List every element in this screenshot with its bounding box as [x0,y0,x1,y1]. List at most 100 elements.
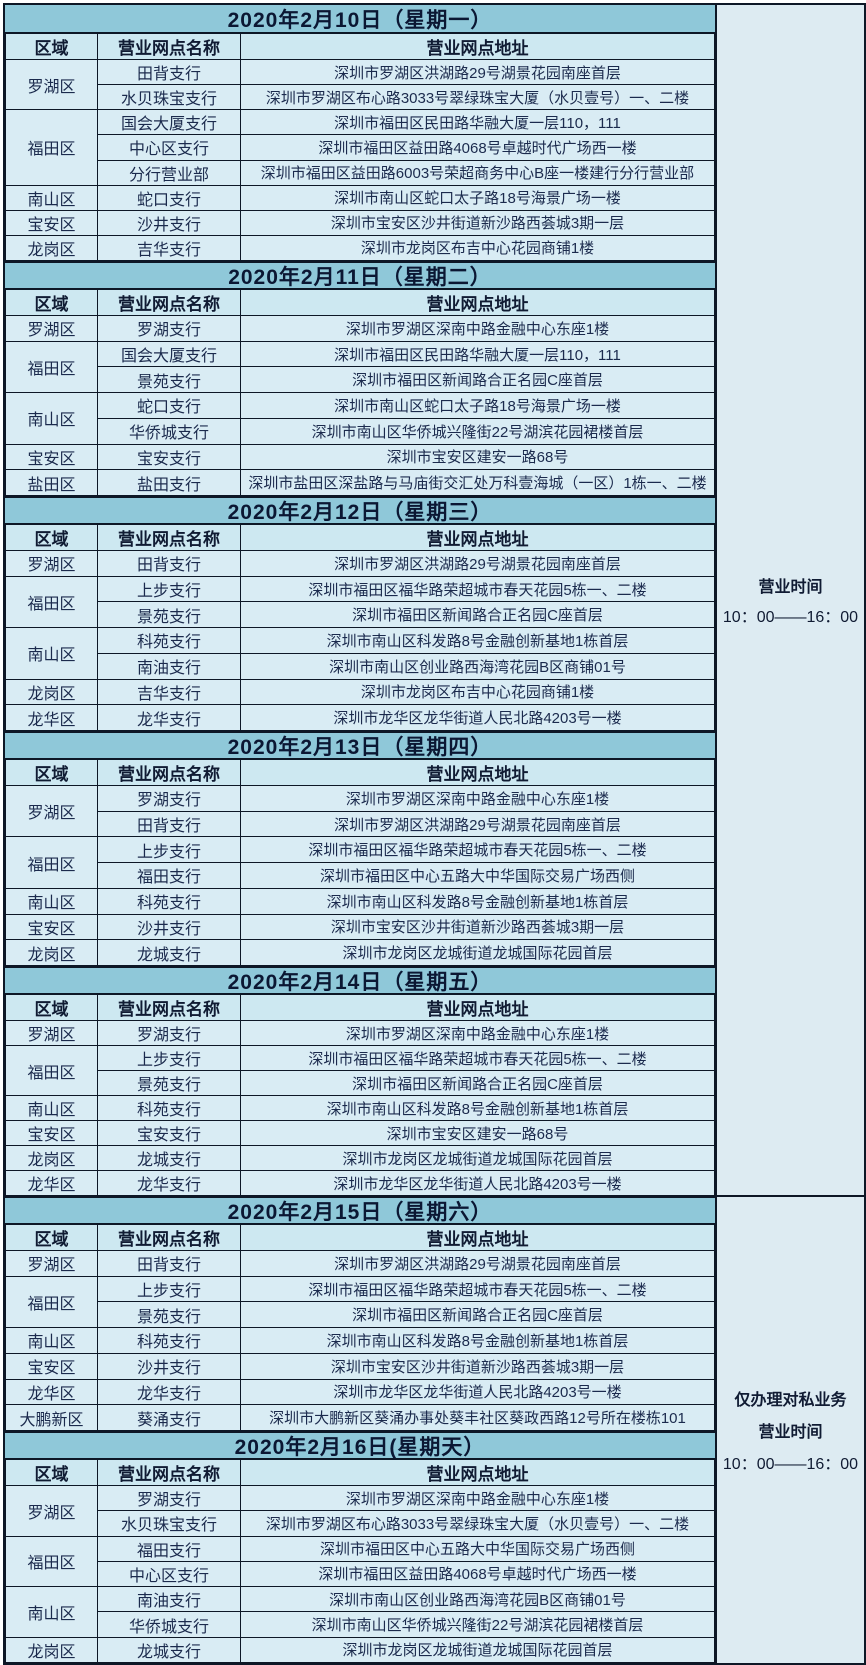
table-row: 福田区 上步支行 深圳市福田区福华路荣超城市春天花园5栋一、二楼 [5,1275,715,1329]
table-row: 大鹏新区 葵涌支行 深圳市大鹏新区葵涌办事处葵丰社区葵政西路12号所在楼栋101 [5,1404,715,1431]
district-cell: 福田区 [5,1275,98,1329]
address-column-header: 营业网点地址 [240,289,715,316]
district-column-header: 区域 [5,33,98,60]
address-cell: 深圳市龙岗区龙城街道龙城国际花园首层 [240,939,715,966]
table-row: 南油支行 深圳市南山区创业路西海湾花园B区商铺01号 [6,652,715,680]
address-cell: 深圳市福田区益田路4068号卓越时代广场西一楼 [240,134,715,161]
district-column-header: 区域 [5,1224,98,1251]
branch-cell: 龙城支行 [97,1636,241,1664]
branch-cell: 国会大厦支行 [97,340,241,368]
table-row: 南山区 科苑支行 深圳市南山区科发路8号金融创新基地1栋首层 [5,1095,715,1121]
district-cell: 罗湖区 [5,550,98,577]
table-row: 罗湖区 田背支行 深圳市罗湖区洪湖路29号湖景花园南座首层 [5,58,715,111]
branch-cell: 景苑支行 [97,1070,241,1096]
branch-table: 区域 营业网点名称 营业网点地址 罗湖区 罗湖支行 深圳市罗湖区深南中路金融中心东座1楼田… [5,759,715,966]
branch-cell: 龙华支行 [97,704,241,731]
branch-cell: 宝安支行 [97,1120,241,1146]
branch-cell: 上步支行 [97,836,241,864]
weekend-scope-label: 仅办理对私业务 [734,1392,847,1409]
address-cell: 深圳市龙华区龙华街道人民北路4203号一楼 [240,704,715,731]
district-cell: 龙岗区 [5,1145,98,1171]
table-row: 南山区 科苑支行 深圳市南山区科发路8号金融创新基地1栋首层 [5,887,715,915]
address-cell: 深圳市福田区民田路华融大厦一层110，111 [240,340,715,368]
address-column-header: 营业网点地址 [240,994,715,1021]
address-cell: 深圳市福田区福华路荣超城市春天花园5栋一、二楼 [240,836,715,864]
weekend-hours-value: 10：00——16：00 [722,1456,859,1473]
district-cell: 盐田区 [5,469,98,496]
district-cell: 福田区 [5,575,98,629]
branch-cell: 龙城支行 [97,939,241,966]
date-header: 2020年2月15日（星期六） [5,1196,715,1224]
branch-cell: 吉华支行 [97,678,241,706]
district-cell: 龙岗区 [5,1636,98,1664]
address-cell: 深圳市罗湖区深南中路金融中心东座1楼 [240,315,715,342]
business-hours-value: 10：00——16：00 [722,609,859,626]
district-cell: 福田区 [5,340,98,394]
branch-cell: 盐田支行 [97,469,241,496]
branch-cell: 南油支行 [97,1586,241,1613]
branch-cell: 景苑支行 [97,1301,241,1329]
branch-cell: 科苑支行 [97,887,241,915]
address-cell: 深圳市龙华区龙华街道人民北路4203号一楼 [240,1378,715,1406]
address-cell: 深圳市龙岗区布吉中心花园商铺1楼 [240,678,715,706]
address-cell: 深圳市龙岗区龙城街道龙城国际花园首层 [240,1636,715,1664]
address-cell: 深圳市福田区福华路荣超城市春天花园5栋一、二楼 [240,1045,715,1071]
address-cell: 深圳市南山区华侨城兴隆街22号湖滨花园裙楼首层 [240,417,715,445]
table-row: 中心区支行 深圳市福田区益田路4068号卓越时代广场西一楼 [6,1560,715,1588]
table-row: 福田区 国会大厦支行 深圳市福田区民田路华融大厦一层110，111 [5,109,715,186]
address-cell: 深圳市罗湖区深南中路金融中心东座1楼 [240,1484,715,1512]
district-cell: 宝安区 [5,1120,98,1146]
branch-cell: 罗湖支行 [97,785,241,812]
address-cell: 深圳市福田区中心五路大中华国际交易广场西侧 [240,1535,715,1562]
table-row: 龙岗区 龙城支行 深圳市龙岗区龙城街道龙城国际花园首层 [5,1145,715,1171]
table-row: 罗湖区 罗湖支行 深圳市罗湖区深南中路金融中心东座1楼 [5,1020,715,1046]
table-row: 福田区 上步支行 深圳市福田区福华路荣超城市春天花园5栋一、二楼 [5,575,715,629]
address-cell: 深圳市福田区益田路6003号荣超商务中心B座一楼建行分行营业部 [240,159,715,186]
branch-cell: 沙井支行 [97,1352,241,1380]
table-row: 水贝珠宝支行 深圳市罗湖区布心路3033号翠绿珠宝大厦（水贝壹号）一、二楼 [6,84,715,111]
address-cell: 深圳市南山区创业路西海湾花园B区商铺01号 [240,652,715,680]
branch-cell: 分行营业部 [97,159,241,186]
address-cell: 深圳市福田区福华路荣超城市春天花园5栋一、二楼 [240,1275,715,1303]
table-row: 宝安区 沙井支行 深圳市宝安区沙井街道新沙路西荟城3期一层 [5,913,715,941]
district-cell: 南山区 [5,184,98,211]
branch-cell: 科苑支行 [97,627,241,654]
table-row: 龙岗区 龙城支行 深圳市龙岗区龙城街道龙城国际花园首层 [5,1636,715,1664]
district-column-header: 区域 [5,524,98,551]
district-cell: 南山区 [5,627,98,680]
table-row: 罗湖区 罗湖支行 深圳市罗湖区深南中路金融中心东座1楼 [5,1484,715,1537]
branch-cell: 龙城支行 [97,1145,241,1171]
branch-cell: 蛇口支行 [97,184,241,211]
table-row: 龙华区 龙华支行 深圳市龙华区龙华街道人民北路4203号一楼 [5,1170,715,1196]
date-header: 2020年2月16日(星期天） [5,1431,715,1459]
branch-column-header: 营业网点名称 [97,289,241,316]
date-section: 2020年2月10日（星期一） 区域 营业网点名称 营业网点地址 罗湖区 田背支行 深圳市罗… [5,5,715,262]
date-section: 2020年2月13日（星期四） 区域 营业网点名称 营业网点地址 罗湖区 罗湖支行 深圳市罗… [5,731,715,966]
table-row: 水贝珠宝支行 深圳市罗湖区布心路3033号翠绿珠宝大厦（水贝壹号）一、二楼 [6,1510,715,1537]
district-cell: 罗湖区 [5,58,98,111]
table-row: 景苑支行 深圳市福田区新闻路合正名园C座首层 [6,1301,715,1329]
branch-column-header: 营业网点名称 [97,759,241,786]
table-row: 龙岗区 龙城支行 深圳市龙岗区龙城街道龙城国际花园首层 [5,939,715,966]
district-column-header: 区域 [5,289,98,316]
branch-cell: 上步支行 [97,1275,241,1303]
table-row: 南山区 蛇口支行 深圳市南山区蛇口太子路18号海景广场一楼 [5,184,715,211]
table-row: 罗湖区 田背支行 深圳市罗湖区洪湖路29号湖景花园南座首层 [5,550,715,577]
branch-table: 区域 营业网点名称 营业网点地址 罗湖区 罗湖支行 深圳市罗湖区深南中路金融中心东座1楼福… [5,289,715,496]
table-row: 南山区 蛇口支行 深圳市南山区蛇口太子路18号海景广场一楼 [5,392,715,445]
district-cell: 龙岗区 [5,234,98,262]
table-row: 中心区支行 深圳市福田区益田路4068号卓越时代广场西一楼 [6,134,715,161]
branch-cell: 华侨城支行 [97,1611,241,1638]
branch-table: 区域 营业网点名称 营业网点地址 罗湖区 田背支行 深圳市罗湖区洪湖路29号湖景花园南座首… [5,33,715,262]
address-cell: 深圳市罗湖区布心路3033号翠绿珠宝大厦（水贝壹号）一、二楼 [240,84,715,111]
business-hours-label: 营业时间 [758,579,823,596]
table-row: 宝安区 沙井支行 深圳市宝安区沙井街道新沙路西荟城3期一层 [5,209,715,236]
branch-cell: 龙华支行 [97,1170,241,1196]
address-cell: 深圳市宝安区沙井街道新沙路西荟城3期一层 [240,209,715,236]
district-cell: 宝安区 [5,443,98,471]
table-row: 南山区 科苑支行 深圳市南山区科发路8号金融创新基地1栋首层 [5,1327,715,1354]
branch-schedule-table: 2020年2月10日（星期一） 区域 营业网点名称 营业网点地址 罗湖区 田背支行 深圳市罗… [3,3,866,1665]
table-row: 龙华区 龙华支行 深圳市龙华区龙华街道人民北路4203号一楼 [5,1378,715,1406]
date-header: 2020年2月10日（星期一） [5,5,715,33]
address-cell: 深圳市宝安区沙井街道新沙路西荟城3期一层 [240,913,715,941]
